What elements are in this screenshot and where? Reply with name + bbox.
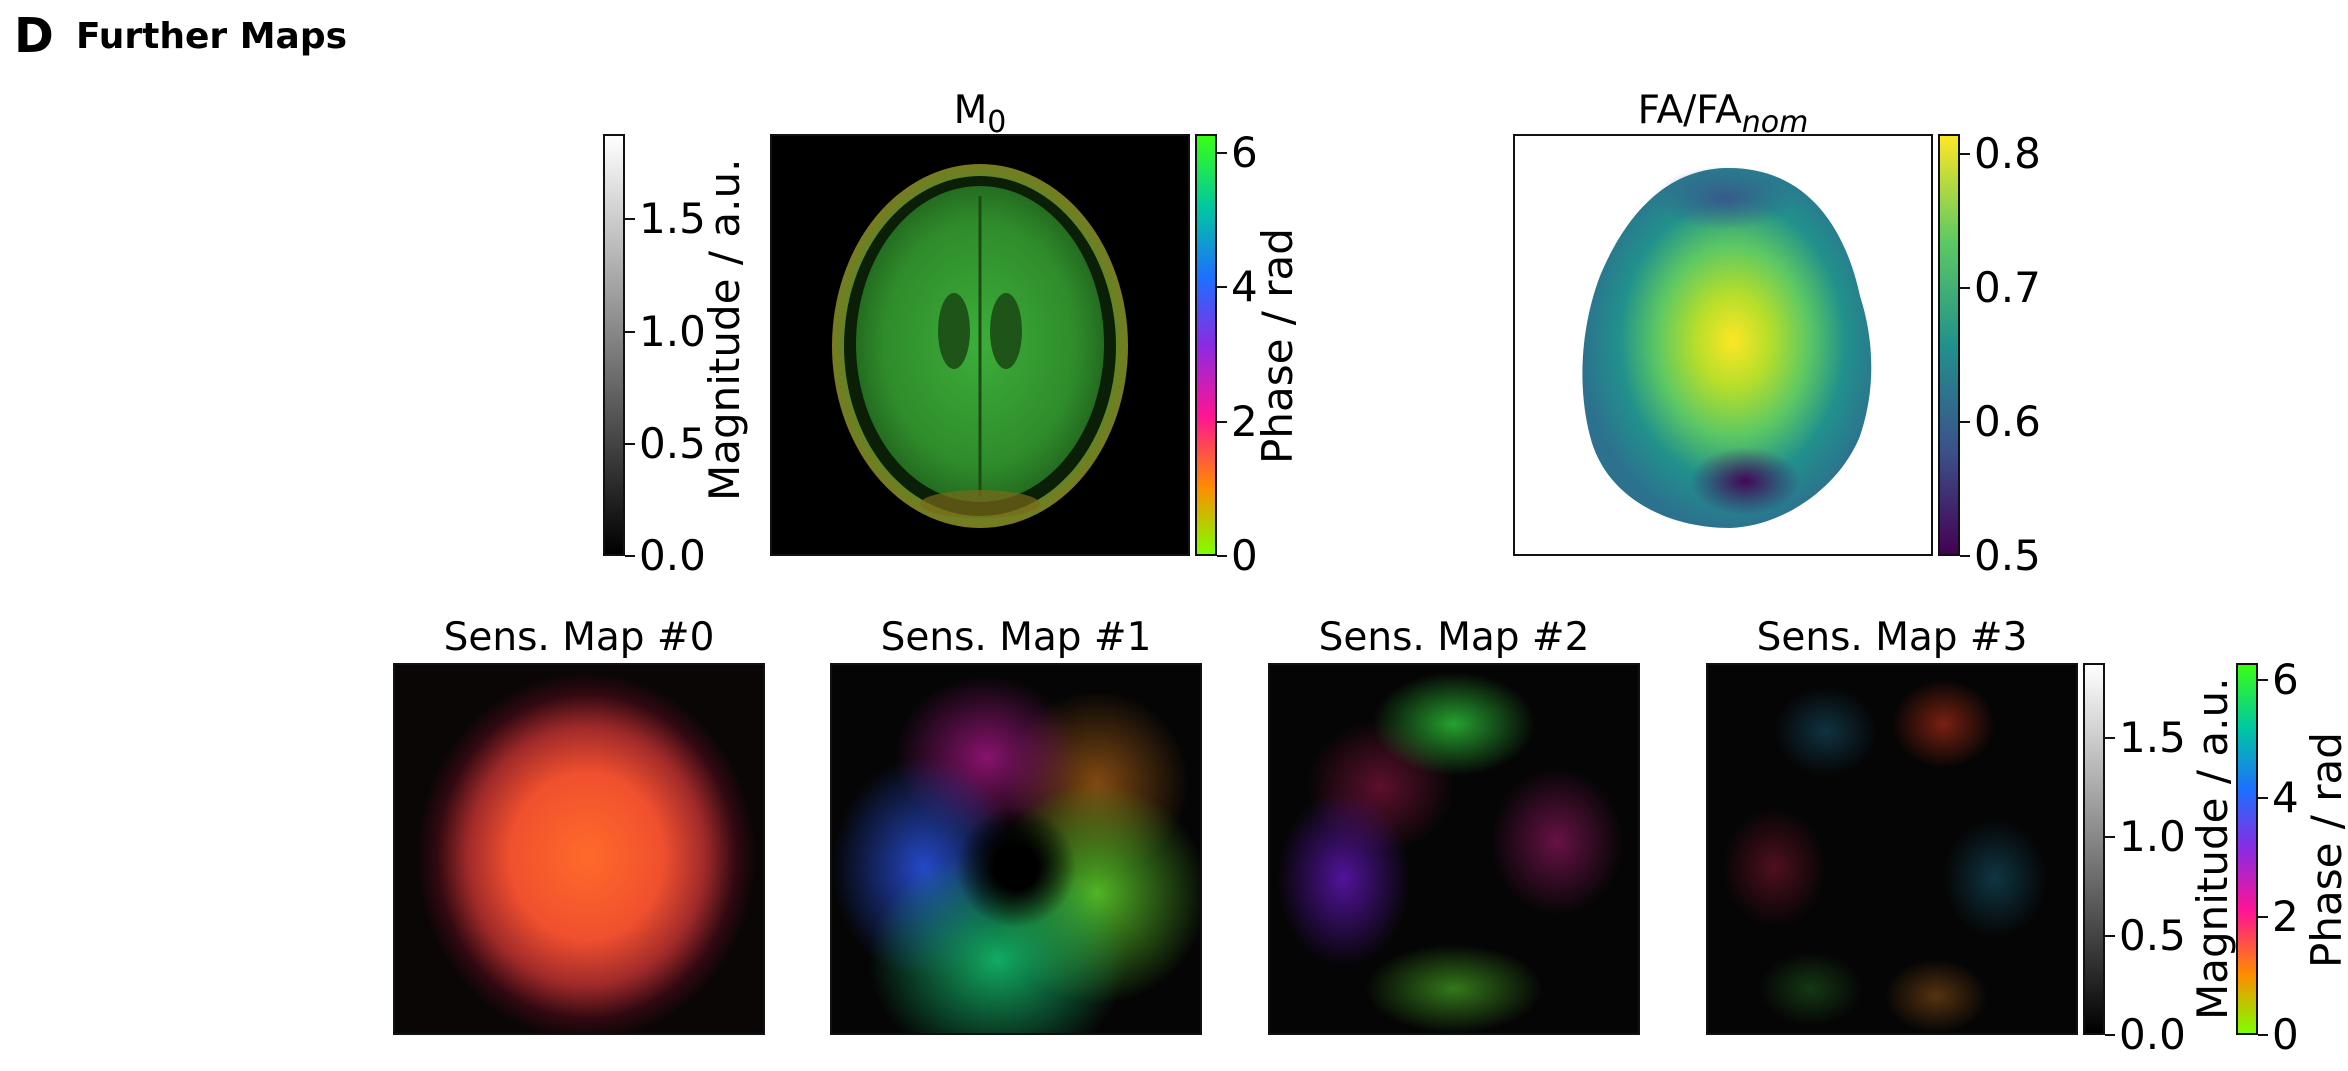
m0-magnitude-tick-label: 1.0 xyxy=(639,306,706,356)
sens-magnitude-tick-mark xyxy=(2105,737,2115,740)
m0-brain-graphic xyxy=(832,164,1128,528)
sens-magnitude-tick-mark xyxy=(2105,836,2115,839)
m0-magnitude-tick-mark xyxy=(625,330,635,333)
sens-phase-tick-label: 2 xyxy=(2272,891,2299,941)
m0-magnitude-tick-label: 1.5 xyxy=(639,194,706,244)
fa-tick-label: 0.7 xyxy=(1974,263,2041,313)
sens-magnitude-colorbar-label: Magnitude / a.u. xyxy=(2188,677,2237,1020)
sens-magnitude-tick-mark xyxy=(2105,935,2115,938)
fa-title: FA/FAnom xyxy=(1513,88,1933,146)
m0-phase-tick-mark xyxy=(1217,420,1227,423)
sens-phase-tick-label: 0 xyxy=(2272,1010,2299,1059)
sens-magnitude-tick-mark xyxy=(2105,1034,2115,1036)
fa-tick-mark xyxy=(1960,421,1970,424)
sens-map-0-image xyxy=(393,663,765,1035)
m0-phase-tick-label: 6 xyxy=(1231,127,1258,177)
m0-magnitude-colorbar-label: Magnitude / a.u. xyxy=(700,158,749,501)
fa-tick-mark xyxy=(1960,287,1970,290)
sens-magnitude-tick-label: 0.5 xyxy=(2119,911,2186,961)
m0-magnitude-tick-mark xyxy=(625,555,635,557)
sens-map-1-image xyxy=(830,663,1202,1035)
sens-magnitude-tick-label: 1.5 xyxy=(2119,713,2186,763)
m0-phase-tick-mark xyxy=(1217,286,1227,289)
m0-title: M0 xyxy=(770,88,1190,146)
fa-title-main: FA/FA xyxy=(1637,88,1742,133)
fa-tick-mark xyxy=(1960,555,1970,557)
m0-magnitude-tick-label: 0.0 xyxy=(639,531,706,580)
sens-phase-tick-mark xyxy=(2258,797,2268,800)
sens-map-3-image xyxy=(1706,663,2078,1035)
m0-magnitude-tick-mark xyxy=(625,218,635,221)
fa-tick-label: 0.8 xyxy=(1974,129,2041,179)
m0-phase-tick-label: 0 xyxy=(1231,531,1258,580)
m0-magnitude-tick-mark xyxy=(625,442,635,445)
m0-title-main: M xyxy=(953,88,988,133)
fa-tick-label: 0.6 xyxy=(1974,397,2041,447)
sens-phase-tick-mark xyxy=(2258,915,2268,918)
sens-phase-tick-mark xyxy=(2258,678,2268,681)
fa-map-graphic xyxy=(1582,166,1872,528)
fa-tick-mark xyxy=(1960,153,1970,156)
fa-image xyxy=(1513,134,1933,556)
m0-magnitude-tick-label: 0.5 xyxy=(639,418,706,468)
sens-map-0-title: Sens. Map #0 xyxy=(443,615,715,660)
m0-phase-colorbar xyxy=(1195,134,1217,556)
fa-tick-label: 0.5 xyxy=(1974,531,2041,580)
panel-letter: D xyxy=(14,8,54,64)
sens-map-2-image xyxy=(1268,663,1640,1035)
fa-title-sub: nom xyxy=(1741,104,1809,140)
sens-magnitude-tick-label: 1.0 xyxy=(2119,812,2186,862)
sens-phase-tick-mark xyxy=(2258,1034,2268,1036)
m0-image xyxy=(770,134,1190,556)
m0-phase-tick-mark xyxy=(1217,555,1227,557)
sens-magnitude-tick-label: 0.0 xyxy=(2119,1010,2186,1059)
m0-phase-colorbar-label: Phase / rad xyxy=(1253,228,1302,464)
fa-colorbar xyxy=(1938,134,1960,556)
sens-phase-tick-label: 4 xyxy=(2272,773,2299,823)
m0-magnitude-colorbar xyxy=(603,134,625,556)
sens-phase-colorbar xyxy=(2236,663,2258,1035)
sens-map-2-title: Sens. Map #2 xyxy=(1318,615,1590,660)
sens-map-3-title: Sens. Map #3 xyxy=(1756,615,2028,660)
sens-phase-tick-label: 6 xyxy=(2272,654,2299,704)
m0-phase-tick-label: 2 xyxy=(1231,396,1258,446)
sens-phase-colorbar-label: Phase / rad xyxy=(2302,732,2348,968)
sens-map-1-title: Sens. Map #1 xyxy=(880,615,1152,660)
m0-phase-tick-mark xyxy=(1217,151,1227,154)
panel-title: Further Maps xyxy=(76,16,348,57)
m0-phase-tick-label: 4 xyxy=(1231,262,1258,312)
sens-magnitude-colorbar xyxy=(2083,663,2105,1035)
m0-title-sub: 0 xyxy=(987,104,1007,140)
